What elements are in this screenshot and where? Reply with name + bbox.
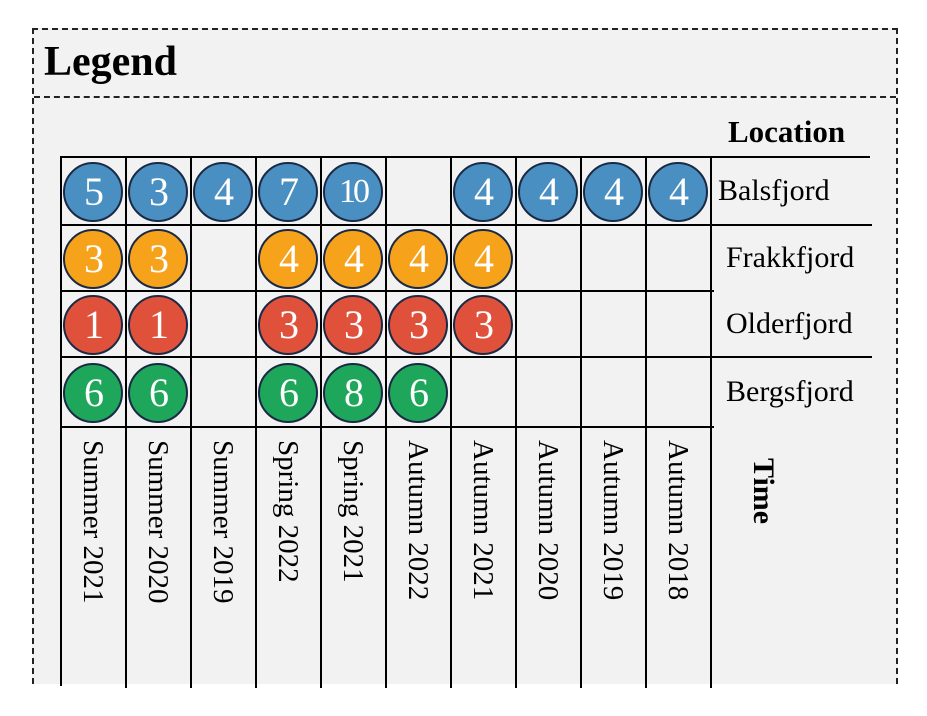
time-label: Summer 2020 bbox=[142, 440, 174, 604]
count-badge: 1 bbox=[128, 295, 188, 355]
count-badge: 6 bbox=[128, 363, 188, 423]
time-label: Autumn 2018 bbox=[662, 440, 694, 601]
time-label: Spring 2021 bbox=[337, 440, 369, 583]
location-label: Frakkfjord bbox=[726, 241, 855, 274]
count-badge: 4 bbox=[648, 162, 708, 222]
count-badge: 6 bbox=[63, 363, 123, 423]
grid-vertical-line bbox=[580, 158, 582, 688]
legend-header: Legend bbox=[34, 30, 896, 98]
count-badge: 3 bbox=[453, 295, 513, 355]
legend-grid: Balsfjord 5 3 4 7 10 4 4 4 4 Frakkfjord 3 3 4 4 4 4 Older… bbox=[60, 156, 872, 688]
time-label: Summer 2019 bbox=[207, 440, 239, 604]
location-label: Bergsfjord bbox=[726, 375, 854, 408]
time-label: Summer 2021 bbox=[77, 440, 109, 604]
count-badge: 4 bbox=[388, 229, 448, 289]
grid-horizontal-line bbox=[62, 290, 714, 292]
grid-horizontal-line bbox=[62, 356, 872, 358]
grid-vertical-line bbox=[320, 158, 322, 688]
time-label: Autumn 2021 bbox=[467, 440, 499, 601]
count-badge: 4 bbox=[453, 229, 513, 289]
count-badge: 7 bbox=[258, 162, 318, 222]
count-badge: 3 bbox=[63, 229, 123, 289]
count-badge: 8 bbox=[323, 363, 383, 423]
count-badge: 3 bbox=[388, 295, 448, 355]
grid-horizontal-line bbox=[62, 224, 872, 226]
location-label: Olderfjord bbox=[726, 307, 853, 340]
count-badge: 3 bbox=[258, 295, 318, 355]
grid-horizontal-line bbox=[62, 426, 714, 428]
grid-vertical-line bbox=[710, 158, 712, 688]
count-badge: 3 bbox=[323, 295, 383, 355]
count-badge: 4 bbox=[583, 162, 643, 222]
grid-vertical-line bbox=[125, 158, 127, 688]
time-label: Autumn 2022 bbox=[402, 440, 434, 601]
grid-vertical-line bbox=[255, 158, 257, 688]
count-badge: 4 bbox=[518, 162, 578, 222]
grid-vertical-line bbox=[190, 158, 192, 688]
count-badge: 4 bbox=[453, 162, 513, 222]
count-badge: 4 bbox=[258, 229, 318, 289]
grid-vertical-line bbox=[515, 158, 517, 688]
time-label: Autumn 2019 bbox=[597, 440, 629, 601]
count-badge: 1 bbox=[63, 295, 123, 355]
count-badge: 3 bbox=[128, 162, 188, 222]
count-badge: 10 bbox=[323, 162, 383, 222]
legend-panel: Legend Location Balsfjord 5 3 4 7 10 4 4 4 4 Frakk… bbox=[32, 28, 898, 688]
grid-vertical-line bbox=[450, 158, 452, 688]
count-badge: 5 bbox=[63, 162, 123, 222]
grid-vertical-line bbox=[645, 158, 647, 688]
count-badge: 4 bbox=[193, 162, 253, 222]
count-badge: 3 bbox=[128, 229, 188, 289]
time-label: Spring 2022 bbox=[272, 440, 304, 583]
time-label: Autumn 2020 bbox=[532, 440, 564, 601]
time-heading: Time bbox=[747, 458, 780, 525]
count-badge: 6 bbox=[388, 363, 448, 423]
grid-vertical-line bbox=[385, 158, 387, 688]
count-badge: 6 bbox=[258, 363, 318, 423]
location-heading: Location bbox=[728, 114, 846, 149]
legend-title: Legend bbox=[44, 39, 178, 85]
location-label: Balsfjord bbox=[718, 174, 830, 207]
count-badge: 4 bbox=[323, 229, 383, 289]
